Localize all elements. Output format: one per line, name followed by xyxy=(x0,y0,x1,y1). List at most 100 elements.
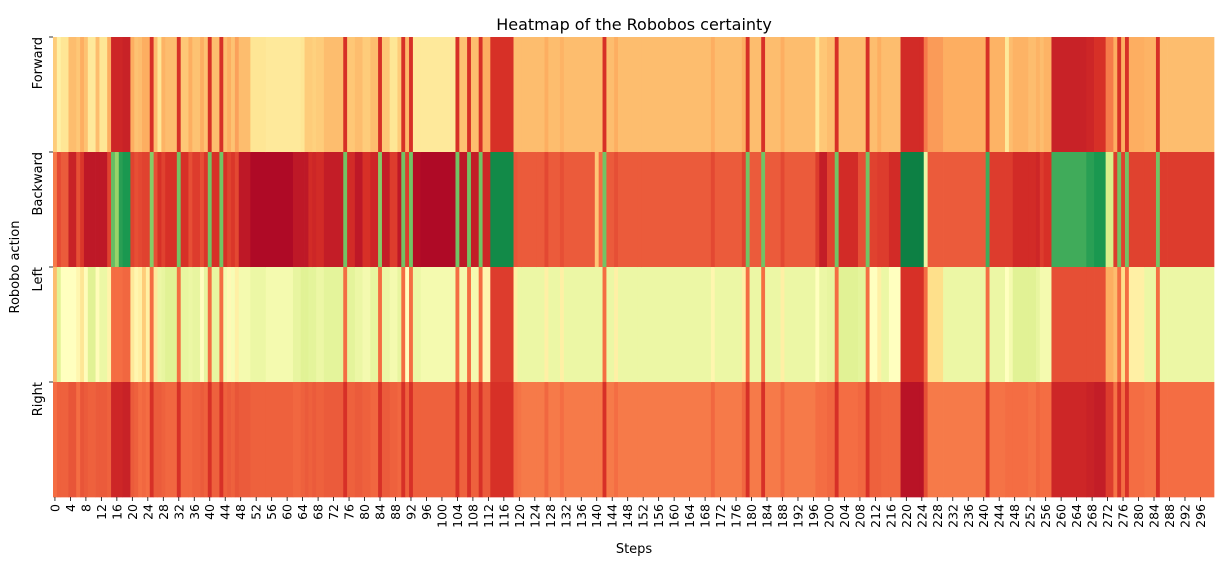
x-tick-label: 4 xyxy=(63,504,78,512)
heatmap-cell xyxy=(304,382,309,498)
heatmap-cell xyxy=(641,382,712,498)
heatmap-cell xyxy=(1117,37,1122,153)
heatmap-cell xyxy=(234,37,240,153)
heatmap-cell xyxy=(594,37,600,153)
heatmap-cell xyxy=(517,37,522,153)
heatmap-cell xyxy=(985,37,990,153)
heatmap-cell xyxy=(765,382,781,498)
heatmap-cell xyxy=(1124,37,1130,153)
heatmap-cell xyxy=(1121,267,1126,383)
heatmap-cell xyxy=(180,382,189,498)
heatmap-cell xyxy=(231,37,236,153)
heatmap-cell xyxy=(405,152,410,268)
heatmap-cell xyxy=(111,37,116,153)
heatmap-cell xyxy=(602,382,607,498)
heatmap-cell xyxy=(1005,382,1010,498)
heatmap-cell xyxy=(250,382,267,498)
heatmap-cell xyxy=(165,382,178,498)
heatmap-cell xyxy=(784,37,816,153)
heatmap-cell xyxy=(1113,382,1118,498)
x-tick-label: 20 xyxy=(125,504,140,520)
heatmap-cell xyxy=(122,382,131,498)
heatmap-cell xyxy=(1043,382,1052,498)
heatmap-cell xyxy=(176,152,182,268)
heatmap-cell xyxy=(378,37,383,153)
heatmap-cell xyxy=(521,37,538,153)
heatmap-cell xyxy=(1155,382,1161,498)
heatmap-cell xyxy=(409,37,414,153)
heatmap-cell xyxy=(114,152,120,268)
heatmap-cell xyxy=(563,267,596,383)
heatmap-cell xyxy=(765,152,781,268)
heatmap-cell xyxy=(60,382,69,498)
heatmap-cell xyxy=(165,37,178,153)
heatmap-cell xyxy=(219,37,224,153)
heatmap-cell xyxy=(149,37,154,153)
heatmap-cell xyxy=(455,382,460,498)
heatmap-cell xyxy=(87,37,96,153)
heatmap-cell xyxy=(130,382,135,498)
heatmap-cell xyxy=(180,267,189,383)
x-tick-label: 296 xyxy=(1193,504,1208,528)
heatmap-cell xyxy=(637,382,642,498)
heatmap-cell xyxy=(741,37,747,153)
heatmap-cell xyxy=(409,382,414,498)
heatmap-cell xyxy=(563,382,596,498)
heatmap-cell xyxy=(354,37,363,153)
heatmap-cell xyxy=(234,152,240,268)
heatmap-cell xyxy=(381,382,391,498)
heatmap-cell xyxy=(819,152,828,268)
x-tick-label: 164 xyxy=(682,504,697,528)
x-tick-label: 76 xyxy=(342,504,357,520)
heatmap-cell xyxy=(138,37,143,153)
heatmap-cell xyxy=(234,267,240,383)
heatmap-cell xyxy=(459,267,468,383)
heatmap-cell xyxy=(943,267,987,383)
heatmap-cell xyxy=(200,37,205,153)
x-tick-label: 216 xyxy=(883,504,898,528)
heatmap-cell xyxy=(207,37,213,153)
heatmap-cell xyxy=(161,37,166,153)
heatmap-cell xyxy=(927,37,944,153)
heatmap-cell xyxy=(467,382,472,498)
heatmap-cell xyxy=(784,267,816,383)
heatmap-cell xyxy=(401,267,406,383)
heatmap-cell xyxy=(923,37,928,153)
x-tick-label: 80 xyxy=(357,504,372,520)
heatmap-cell xyxy=(134,152,139,268)
heatmap-cell xyxy=(1105,37,1114,153)
heatmap-cell xyxy=(563,37,596,153)
x-tick-label: 196 xyxy=(806,504,821,528)
heatmap-cell xyxy=(1105,267,1114,383)
heatmap-cell xyxy=(1117,267,1122,383)
x-tick-label: 0 xyxy=(47,504,62,512)
heatmap-cell xyxy=(130,152,135,268)
chart-title: Heatmap of the Robobos certainty xyxy=(496,15,772,34)
heatmap-cell xyxy=(76,152,81,268)
x-tick-label: 272 xyxy=(1100,504,1115,528)
x-tick-label: 212 xyxy=(868,504,883,528)
heatmap-cell xyxy=(316,152,325,268)
heatmap-cell xyxy=(292,37,302,153)
heatmap-cell xyxy=(223,37,228,153)
heatmap-cell xyxy=(107,37,112,153)
heatmap-cell xyxy=(1039,37,1045,153)
heatmap-cell xyxy=(180,37,189,153)
heatmap-cell xyxy=(114,382,120,498)
heatmap-cell xyxy=(1008,37,1014,153)
heatmap-cell xyxy=(943,37,987,153)
x-tick-label: 140 xyxy=(589,504,604,528)
x-tick-label: 132 xyxy=(558,504,573,528)
heatmap-cell xyxy=(548,382,561,498)
heatmap-cell xyxy=(176,267,182,383)
heatmap-cell xyxy=(741,267,747,383)
x-tick-label: 176 xyxy=(729,504,744,528)
heatmap-cell xyxy=(598,37,603,153)
heatmap-cell xyxy=(1028,37,1037,153)
heatmap-cell xyxy=(405,37,410,153)
heatmap-cell xyxy=(1028,152,1037,268)
heatmap-cell xyxy=(1005,152,1010,268)
x-tick-label: 224 xyxy=(914,504,929,528)
heatmap-cell xyxy=(1128,37,1145,153)
heatmap-cell xyxy=(153,152,158,268)
